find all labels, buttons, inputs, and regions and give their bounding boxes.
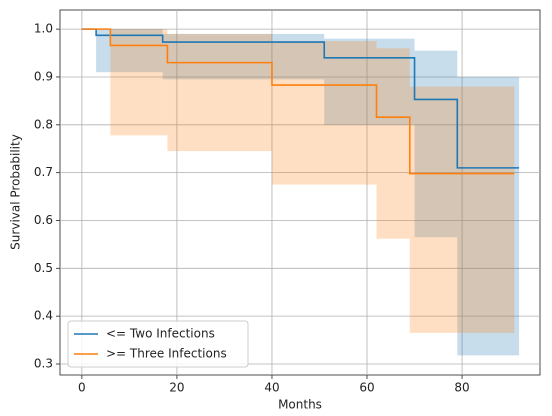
y-tick-label: 1.0 <box>34 22 53 36</box>
confidence-band <box>376 48 410 239</box>
x-axis-label: Months <box>278 398 322 412</box>
y-tick-label: 0.6 <box>34 213 53 227</box>
survival-line <box>81 28 520 169</box>
y-tick-label: 0.8 <box>34 117 53 131</box>
survival-line <box>81 28 515 175</box>
confidence-band <box>409 86 515 333</box>
plot-frame <box>59 9 541 376</box>
legend-label: <= Two Infections <box>106 327 215 341</box>
confidence-band <box>271 41 377 185</box>
grid <box>60 10 540 375</box>
legend-label: >= Three Infections <box>106 347 227 361</box>
y-tick-label: 0.9 <box>34 69 53 83</box>
y-tick-label: 0.5 <box>34 261 53 275</box>
x-tick-label: 20 <box>169 381 184 395</box>
y-tick-label: 0.7 <box>34 165 53 179</box>
confidence-band <box>457 76 520 356</box>
x-tick-label: 80 <box>454 381 469 395</box>
confidence-band <box>414 50 458 238</box>
y-tick-label: 0.3 <box>34 356 53 370</box>
confidence-band <box>96 29 163 73</box>
x-tick-label: 60 <box>359 381 374 395</box>
y-tick-label: 0.4 <box>34 309 53 323</box>
confidence-band <box>110 29 168 136</box>
x-tick-label: 40 <box>264 381 279 395</box>
legend-box <box>67 320 249 368</box>
y-axis-label: Survival Probability <box>9 134 23 250</box>
x-tick-label: 0 <box>78 381 86 395</box>
confidence-band <box>167 33 272 152</box>
confidence-band <box>324 38 415 125</box>
